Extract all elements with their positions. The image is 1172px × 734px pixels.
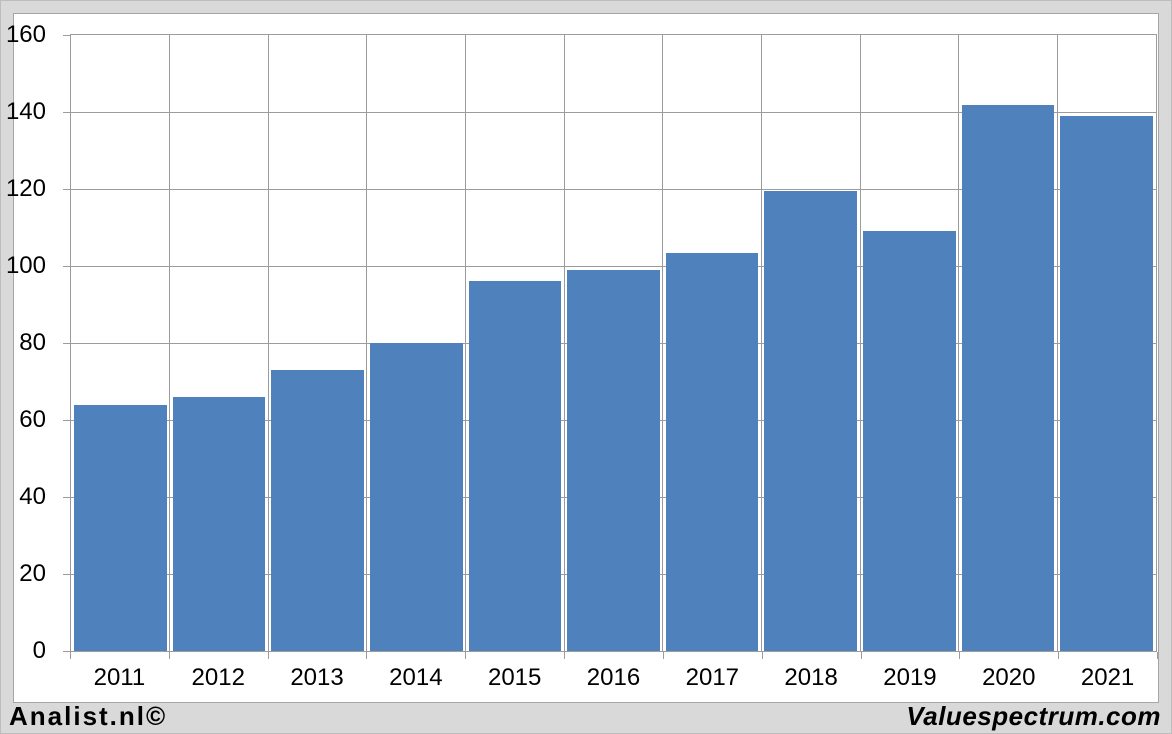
bar-2014	[369, 343, 463, 651]
x-axis-tick	[662, 652, 664, 659]
y-axis-tick-120	[63, 189, 70, 190]
y-axis-tick-160	[63, 35, 70, 36]
bar-2012	[172, 396, 266, 651]
y-axis-label-140: 140	[5, 98, 46, 125]
x-axis-label-2013: 2013	[290, 664, 344, 691]
y-axis-tick-140	[63, 112, 70, 113]
y-axis-label-0: 0	[32, 637, 46, 664]
y-axis-label-20: 20	[19, 560, 46, 587]
x-axis-tick	[168, 652, 170, 659]
analist-credit-label: Analist.nl©	[9, 700, 168, 731]
x-axis-tick	[1058, 652, 1060, 659]
x-axis-tick	[1157, 652, 1158, 659]
x-axis-label-2011: 2011	[93, 664, 146, 691]
y-axis-label-80: 80	[19, 329, 46, 356]
x-axis-tick	[465, 652, 467, 659]
x-axis-tick	[70, 652, 71, 659]
vertical-gridline	[267, 35, 269, 651]
vertical-gridline	[958, 35, 960, 651]
vertical-gridline	[563, 35, 565, 651]
x-axis-label-2020: 2020	[982, 664, 1036, 691]
x-axis-label-2015: 2015	[487, 664, 542, 691]
vertical-gridline	[1056, 35, 1058, 651]
x-axis-tick	[860, 652, 862, 659]
y-axis-label-100: 100	[5, 252, 46, 279]
x-axis-label-2012: 2012	[191, 664, 245, 691]
valuespectrum-credit-label: Valuespectrum.com	[906, 700, 1161, 731]
y-axis-tick-40	[63, 497, 70, 498]
vertical-gridline	[760, 35, 762, 651]
y-axis-label-60: 60	[19, 406, 46, 433]
y-axis-label-160: 160	[5, 21, 46, 48]
x-axis-tick	[564, 652, 566, 659]
horizontal-gridline-100	[71, 265, 1156, 267]
x-axis-label-2016: 2016	[586, 664, 641, 691]
x-axis-tick	[267, 652, 269, 659]
vertical-gridline	[366, 35, 368, 651]
chart-canvas: 0 20 40 60 80 100 120 140 160 2011 2012 2013 2014 201…	[6, 13, 1159, 703]
bar-2015	[468, 281, 562, 651]
y-axis-label-40: 40	[19, 483, 46, 510]
y-axis-tick-60	[63, 420, 70, 421]
plot-area	[70, 34, 1157, 652]
y-axis-tick-80	[63, 343, 70, 344]
y-axis-tick-0	[63, 651, 70, 652]
bar-2013	[271, 369, 364, 651]
bar-2016	[567, 269, 660, 651]
x-axis-tick	[959, 652, 961, 659]
x-axis-tick	[761, 652, 763, 659]
bar-2021	[1060, 115, 1153, 651]
y-axis-tick-20	[63, 574, 70, 575]
x-axis-label-2018: 2018	[784, 664, 838, 691]
horizontal-gridline-120	[71, 188, 1156, 190]
vertical-gridline	[169, 35, 171, 651]
y-axis-label-120: 120	[5, 175, 46, 202]
bar-2017	[665, 252, 759, 651]
horizontal-gridline-140	[71, 111, 1156, 113]
x-axis-label-2019: 2019	[883, 664, 937, 691]
attribution-bar: Analist.nl© Valuespectrum.com	[1, 701, 1171, 733]
vertical-gridline	[859, 35, 861, 651]
bar-2018	[764, 190, 858, 651]
bar-2020	[961, 105, 1055, 651]
x-axis-label-2014: 2014	[389, 664, 443, 691]
bar-2011	[74, 404, 167, 651]
vertical-gridline	[662, 35, 664, 651]
y-axis-tick-100	[63, 266, 70, 267]
x-axis-tick	[366, 652, 368, 659]
vertical-gridline	[465, 35, 467, 651]
x-axis-label-2017: 2017	[685, 664, 740, 691]
bar-2019	[863, 231, 956, 651]
x-axis-label-2021: 2021	[1080, 664, 1135, 691]
